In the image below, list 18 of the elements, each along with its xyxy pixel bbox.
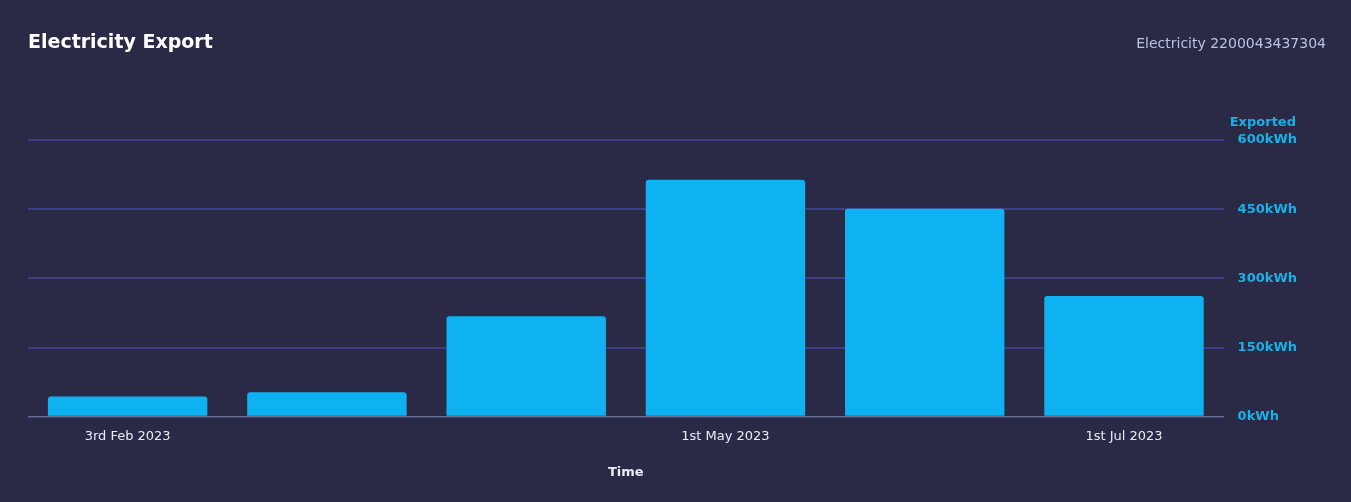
bar	[845, 208, 1005, 416]
y-tick-label: 600kWh	[1237, 131, 1298, 147]
chart-subtitle: Electricity 2200043437304	[1136, 35, 1326, 51]
x-tick-label: 1st May 2023	[681, 427, 770, 443]
y-tick-label: 0kWh	[1237, 408, 1279, 424]
x-tick-label: 1st Jul 2023	[1085, 427, 1163, 443]
bar	[645, 179, 806, 416]
y-tick-label: 450kWh	[1237, 200, 1298, 216]
bar	[247, 392, 407, 416]
y-tick-label: 300kWh	[1237, 269, 1298, 285]
y-tick-label: 150kWh	[1237, 338, 1298, 354]
bar	[446, 316, 606, 416]
bar	[47, 396, 208, 416]
bar	[1044, 295, 1204, 416]
y-axis-title: Exported	[1229, 114, 1296, 129]
x-axis-title: Time	[607, 463, 644, 479]
x-tick-label: 3rd Feb 2023	[84, 427, 171, 443]
chart-title: Electricity Export	[28, 30, 213, 52]
